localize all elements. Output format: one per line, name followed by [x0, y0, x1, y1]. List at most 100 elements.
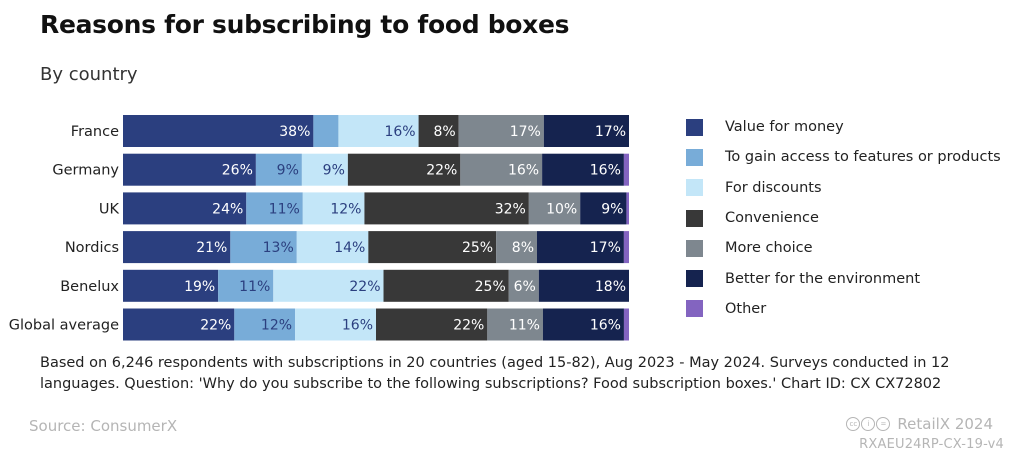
category-label: UK	[99, 201, 120, 217]
bar-segment	[543, 115, 629, 147]
bar-segment	[383, 269, 509, 302]
bar-segment	[347, 153, 461, 186]
bar-segment	[234, 308, 296, 341]
bar-segment	[626, 192, 629, 225]
bar-segment	[418, 115, 459, 147]
bar-segment	[508, 269, 539, 302]
creative-commons-icon: cc i =	[846, 417, 891, 431]
data-label: 26%	[222, 163, 253, 179]
data-label: 17%	[595, 124, 626, 140]
data-label: 8%	[512, 240, 534, 256]
bar-segment	[338, 115, 419, 147]
category-label: Global average	[9, 318, 119, 334]
data-label: 16%	[508, 163, 539, 179]
bar-segment	[368, 231, 497, 264]
bar-segment	[528, 192, 581, 225]
legend-swatch	[686, 270, 703, 288]
bar-segment	[273, 269, 384, 302]
legend-item: Better for the environment	[686, 263, 1001, 293]
legend-label: Convenience	[725, 210, 819, 227]
data-label: 18%	[595, 279, 626, 295]
bar-segment	[487, 308, 543, 341]
data-label: 11%	[509, 318, 540, 334]
bar-segment	[255, 153, 302, 186]
data-label: 16%	[342, 318, 373, 334]
bar-segment	[295, 308, 376, 341]
legend-item: Value for money	[686, 112, 1001, 142]
data-label: 9%	[323, 163, 345, 179]
data-label: 16%	[384, 124, 415, 140]
legend-swatch	[686, 209, 703, 227]
data-label: 8%	[433, 124, 455, 140]
data-label: 24%	[212, 201, 243, 217]
category-label: France	[71, 124, 119, 140]
legend-item: To gain access to features or products	[686, 142, 1001, 172]
bar-segment	[364, 192, 529, 225]
chart-title: Reasons for subscribing to food boxes	[40, 10, 570, 39]
data-label: 22%	[453, 318, 484, 334]
bar-segment	[623, 153, 629, 186]
data-label: 22%	[200, 318, 231, 334]
bar-segment	[538, 269, 629, 302]
data-label: 9%	[277, 163, 299, 179]
bar-segment	[123, 269, 219, 302]
data-label: 16%	[590, 163, 621, 179]
footnote: Based on 6,246 respondents with subscrip…	[40, 355, 950, 392]
data-label: 13%	[263, 240, 294, 256]
bar-segment	[301, 153, 348, 186]
bar-segment	[623, 231, 629, 264]
data-label: 12%	[261, 318, 292, 334]
data-label: 38%	[279, 124, 310, 140]
data-label: 32%	[495, 201, 526, 217]
bar-segment	[376, 308, 488, 341]
legend-swatch	[686, 148, 703, 166]
legend-swatch	[686, 118, 703, 136]
bar-segment	[496, 231, 537, 264]
bar-segment	[623, 308, 629, 341]
data-label: 10%	[546, 201, 577, 217]
legend-item: More choice	[686, 233, 1001, 263]
data-label: 16%	[590, 318, 621, 334]
bar-segment	[542, 308, 624, 341]
bar-segment	[296, 231, 369, 264]
bar-segment	[246, 192, 303, 225]
bar-segment	[123, 231, 231, 264]
brand-label: RetailX 2024	[897, 415, 993, 433]
legend-label: Other	[725, 300, 767, 317]
legend-label: More choice	[725, 240, 813, 257]
data-label: 25%	[462, 240, 493, 256]
legend-label: For discounts	[725, 179, 822, 196]
data-label: 22%	[426, 163, 457, 179]
legend-item: Other	[686, 294, 1001, 324]
bar-segment	[580, 192, 627, 225]
bar-segment	[123, 192, 247, 225]
category-label: Benelux	[60, 279, 119, 295]
bar-segment	[218, 269, 274, 302]
data-label: 11%	[269, 201, 300, 217]
data-label: 12%	[330, 201, 361, 217]
bar-segment	[123, 153, 256, 186]
bar-segment	[458, 115, 544, 147]
source-text: Source: ConsumerX	[29, 417, 178, 435]
data-label: 11%	[239, 279, 270, 295]
legend-label: Better for the environment	[725, 270, 921, 287]
bar-segment	[313, 115, 339, 147]
chart-subtitle: By country	[40, 64, 138, 85]
legend-swatch	[686, 300, 703, 318]
data-label: 21%	[196, 240, 227, 256]
bar-segment	[537, 231, 624, 264]
bar-segment	[123, 308, 235, 341]
legend-label: To gain access to features or products	[725, 149, 1001, 166]
data-label: 14%	[334, 240, 365, 256]
data-label: 17%	[510, 124, 541, 140]
data-label: 9%	[601, 201, 623, 217]
data-label: 6%	[514, 279, 536, 295]
legend-item: Convenience	[686, 203, 1001, 233]
brand-credit: cc i = RetailX 2024	[846, 415, 993, 433]
category-label: Germany	[52, 163, 119, 179]
data-label: 19%	[184, 279, 215, 295]
legend-label: Value for money	[725, 119, 844, 136]
chart-code: RXAEU24RP-CX-19-v4	[859, 437, 1004, 452]
bar-segment	[123, 115, 314, 147]
data-label: 22%	[349, 279, 380, 295]
